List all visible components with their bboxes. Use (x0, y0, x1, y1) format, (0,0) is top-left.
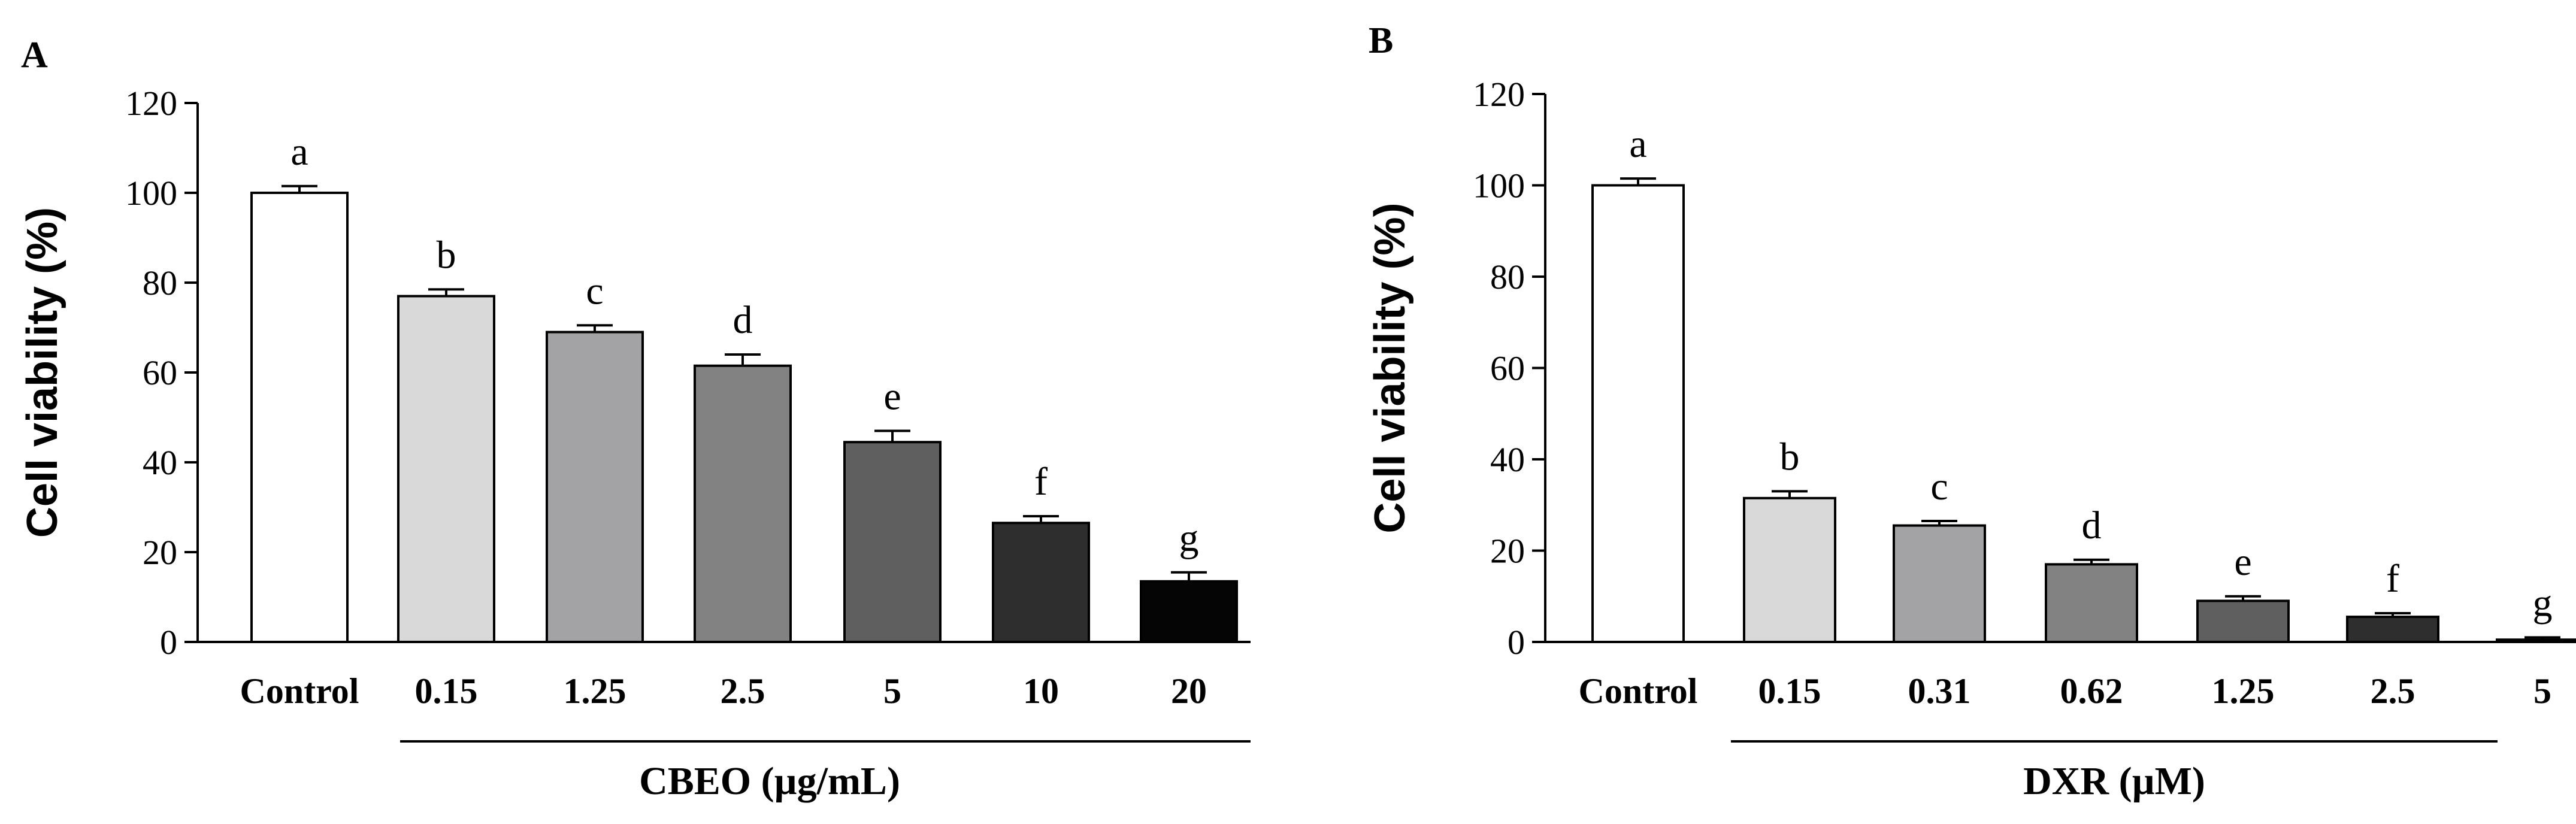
panel-a-significance-letter: c (586, 269, 603, 313)
panel-b-x-tick-label: 5 (2533, 671, 2551, 711)
panel-a-chart: A 0 20 40 60 80 100 120 Cell viability (%) a Contr… (19, 35, 1251, 803)
panel-a-y-tick-label: 40 (143, 443, 177, 482)
panel-b-x-tick-label: 0.31 (1908, 671, 1971, 711)
panel-a-bar-5 (843, 441, 942, 643)
panel-a-significance-letter: f (1034, 460, 1048, 504)
panel-a-x-axis-title: CBEO (µg/mL) (639, 759, 900, 803)
panel-a-y-tick-label: 60 (143, 353, 177, 392)
panel-b-significance-letter: b (1780, 435, 1800, 478)
panel-b-bar-0.62 (2045, 563, 2138, 643)
panel-b-bar-0.31 (1893, 524, 1986, 643)
panel-a-significance-letter: e (883, 375, 901, 419)
panel-a-bar-2.5 (694, 364, 792, 643)
panel-a-panel-letter: A (21, 35, 48, 75)
panel-b-x-tick-label: 0.15 (1758, 671, 1821, 711)
panel-b-x-tick-label: 0.62 (2060, 671, 2123, 711)
panel-a-x-tick-label: 2.5 (721, 671, 765, 711)
panel-b-bar-1.25 (2196, 599, 2290, 643)
panel-a-y-tick-label: 20 (143, 533, 177, 572)
panel-b-significance-letter: f (2386, 557, 2399, 601)
panel-b-x-tick-label: Control (1579, 671, 1698, 711)
panel-a-bar-20 (1140, 580, 1238, 643)
panel-b-y-tick-label: 20 (1490, 532, 1525, 571)
panel-a-x-tick-label: 5 (883, 671, 901, 711)
panel-b-bar-0.15 (1743, 496, 1836, 643)
panel-a-bar-1.25 (546, 331, 644, 643)
panel-b-y-tick-label: 0 (1508, 623, 1525, 662)
panel-a-significance-letter: a (290, 130, 308, 174)
panel-a-y-tick-label: 80 (143, 263, 177, 302)
panel-a-y-tick-label: 120 (125, 84, 177, 123)
panel-b-y-axis-title: Cell viability (%) (1366, 202, 1414, 533)
panel-a-significance-letter: d (733, 298, 753, 342)
panel-a-x-tick-label: 1.25 (564, 671, 626, 711)
panel-b-y-tick-label: 60 (1490, 349, 1525, 388)
panel-b-y-tick-label: 120 (1473, 75, 1525, 114)
panel-a-y-tick-label: 100 (125, 174, 177, 213)
panel-b-x-tick-label: 1.25 (2212, 671, 2275, 711)
panel-b-significance-letter: e (2234, 540, 2251, 584)
panel-a-bar-10 (992, 522, 1090, 643)
panel-a-x-tick-label: 0.15 (415, 671, 478, 711)
panel-b-significance-letter: g (2533, 581, 2553, 625)
panel-b-y-tick-label: 80 (1490, 258, 1525, 296)
panel-b-chart: B 0 20 40 60 80 100 120 Cell viability (%) a Contr… (1366, 20, 2576, 803)
panel-b-bar-5 (2496, 638, 2576, 643)
panel-b-significance-letter: c (1930, 465, 1948, 508)
panel-a-x-tick-label: 10 (1023, 671, 1059, 711)
panel-b-bar-Control (1591, 184, 1685, 643)
panel-b-y-tick-label: 100 (1473, 166, 1525, 205)
panel-a-significance-letter: b (437, 233, 456, 277)
panel-b-significance-letter: a (1629, 122, 1646, 166)
panel-b-significance-letter: d (2082, 504, 2102, 547)
panel-a-x-tick-label: Control (240, 671, 359, 711)
panel-a-x-tick-label: 20 (1171, 671, 1207, 711)
panel-b-y-tick-label: 40 (1490, 440, 1525, 479)
panel-a-y-axis-title: Cell viability (%) (19, 207, 66, 538)
panel-a-y-tick-label: 0 (160, 623, 177, 662)
panel-b-x-axis-title: DXR (µM) (2023, 759, 2205, 803)
panel-b-panel-letter: B (1369, 20, 1393, 61)
panel-a-significance-letter: g (1179, 516, 1199, 560)
panel-b-bar-2.5 (2346, 616, 2439, 643)
panel-b-x-tick-label: 2.5 (2371, 671, 2415, 711)
panel-a-bar-0.15 (397, 295, 495, 643)
panel-a-bar-Control (250, 192, 349, 643)
